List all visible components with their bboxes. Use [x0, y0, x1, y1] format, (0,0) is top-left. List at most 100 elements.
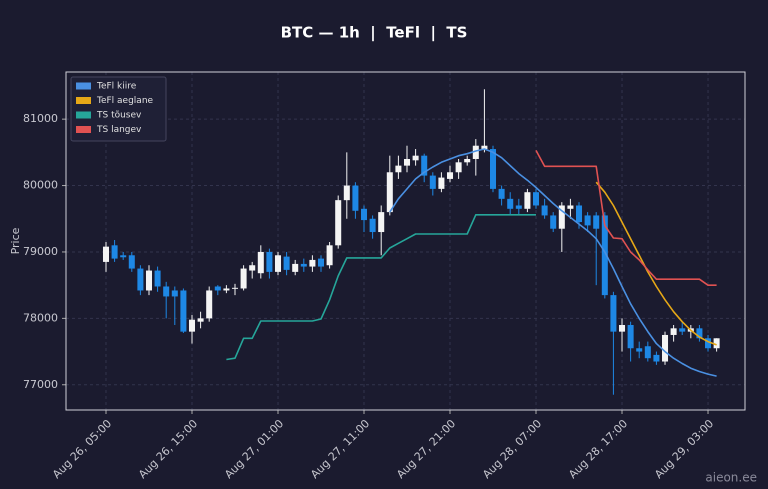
candle-body — [584, 215, 591, 226]
candle-body — [171, 290, 178, 297]
candle-body — [412, 155, 419, 161]
candle-body — [309, 259, 316, 267]
candle-body — [317, 258, 325, 267]
candle-body — [507, 198, 514, 209]
candle-body — [240, 268, 247, 289]
candle-body — [378, 212, 385, 233]
watermark: aieon.ee — [705, 471, 757, 485]
candle-body — [696, 328, 703, 339]
candle-body — [145, 270, 153, 291]
indicator-line — [226, 214, 536, 361]
candle-body — [679, 328, 686, 332]
candle-body — [558, 205, 565, 229]
candle-body — [610, 295, 617, 332]
candle-body — [644, 346, 651, 359]
candle-body — [403, 158, 411, 166]
candle-body — [300, 263, 307, 267]
indicator-line — [535, 150, 717, 286]
candle-body — [446, 172, 454, 179]
candle-body — [120, 255, 127, 258]
candle-body — [249, 265, 256, 271]
legend-label: TS tõusev — [96, 111, 142, 121]
candle-body — [343, 185, 350, 201]
candle-body — [283, 256, 290, 270]
plot-frame — [65, 71, 746, 411]
candle-body — [472, 145, 479, 159]
candle-body — [576, 205, 583, 223]
candle-body — [360, 208, 368, 221]
candle-body — [137, 268, 144, 291]
candle-body — [429, 175, 436, 189]
candle-body — [266, 251, 273, 272]
candle-body — [455, 162, 462, 173]
x-tick-label: Aug 28, 07:00 — [480, 417, 544, 481]
candle-body — [292, 263, 299, 272]
candle-body — [335, 200, 342, 246]
candle-body — [601, 215, 608, 296]
legend-label: TeFl aeglane — [96, 96, 154, 106]
x-tick-label: Aug 27, 01:00 — [222, 417, 286, 481]
x-tick-label: Aug 26, 15:00 — [136, 417, 200, 481]
candle-body — [464, 158, 471, 163]
candle-body — [627, 325, 634, 349]
indicator-line — [595, 181, 717, 346]
chart-title: BTC — 1h | TeFl | TS — [281, 24, 468, 43]
candle-body — [214, 286, 221, 291]
candle-body — [231, 287, 239, 289]
indicator-line — [389, 148, 717, 377]
y-tick-label: 78000 — [23, 311, 58, 324]
y-tick-label: 79000 — [23, 245, 58, 258]
candle-body — [489, 149, 497, 189]
candle-body — [386, 172, 393, 213]
candle-body — [274, 255, 282, 272]
candle-body — [670, 328, 677, 335]
candle-body — [498, 188, 505, 199]
candle-body — [197, 318, 204, 322]
x-tick-label: Aug 26, 05:00 — [50, 417, 114, 481]
candle-body — [481, 145, 488, 150]
candle-body — [713, 338, 720, 349]
candle-body — [567, 205, 574, 209]
candle-body — [257, 251, 264, 274]
candle-body — [395, 165, 402, 173]
candle-body — [524, 192, 531, 209]
candle-body — [619, 325, 626, 332]
candle-body — [352, 185, 359, 211]
x-tick-label: Aug 27, 11:00 — [308, 417, 372, 481]
legend-box — [70, 76, 167, 142]
candle-body — [154, 270, 161, 287]
candle-body — [102, 246, 110, 262]
candle-body — [705, 338, 712, 349]
candle-body — [223, 288, 230, 291]
candle-body — [111, 245, 118, 259]
legend-swatch — [76, 126, 91, 133]
candle-body — [438, 177, 445, 189]
y-tick-label: 81000 — [23, 112, 58, 125]
legend-label: TS langev — [96, 125, 142, 135]
y-tick-label: 77000 — [23, 378, 58, 391]
candle-body — [593, 215, 600, 229]
legend-swatch — [76, 111, 91, 119]
candle-body — [326, 245, 333, 266]
x-tick-label: Aug 28, 17:00 — [566, 417, 630, 481]
y-axis-label: Price — [9, 227, 22, 254]
legend-swatch — [76, 97, 91, 104]
legend-label: TeFl kiire — [96, 82, 137, 92]
y-tick-label: 80000 — [23, 179, 58, 192]
candle-body — [369, 218, 376, 233]
candle-body — [180, 290, 187, 332]
legend: TeFl kiire TeFl aeglane TS tõusev TS langev — [70, 76, 167, 142]
candle-body — [421, 155, 428, 176]
candle-body — [128, 255, 135, 269]
legend-swatch — [76, 82, 91, 90]
candle-body — [206, 290, 213, 319]
candle-body — [541, 205, 548, 216]
candle-body — [653, 354, 660, 362]
candle-body — [662, 334, 669, 362]
candle-body — [533, 192, 540, 206]
candle-body — [163, 286, 170, 297]
candle-body — [188, 319, 196, 332]
candle-body — [515, 205, 522, 209]
candle-body — [550, 215, 557, 229]
